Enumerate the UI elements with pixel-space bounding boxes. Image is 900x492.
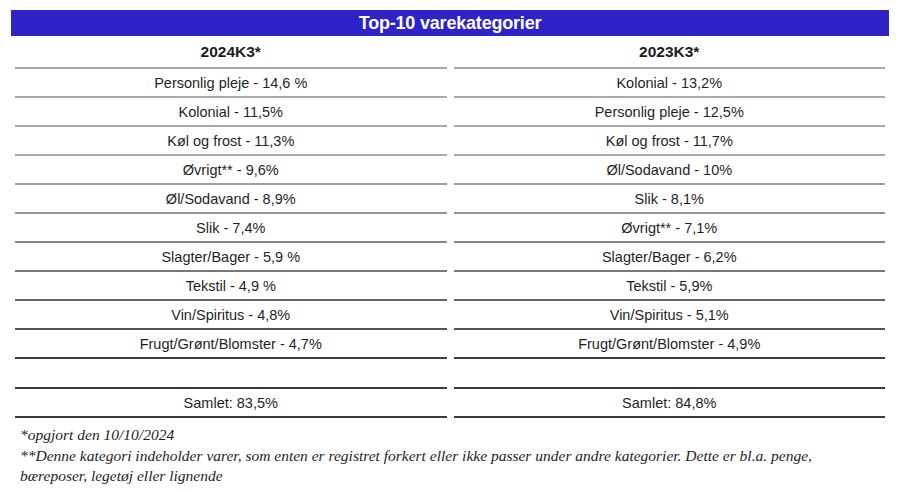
table-row: Øvrigt** - 9,6%Øl/Sodavand - 10% — [15, 156, 885, 185]
category-cell: Frugt/Grønt/Blomster - 4,9% — [454, 330, 886, 359]
category-cell: Personlig pleje - 14,6 % — [15, 69, 447, 98]
category-cell: Øvrigt** - 9,6% — [15, 156, 447, 185]
column-header-2024k3: 2024K3* — [15, 36, 447, 69]
total-row: Samlet: 83,5%Samlet: 84,8% — [15, 389, 885, 418]
column-header-2023k3: 2023K3* — [454, 36, 886, 69]
category-cell: Slik - 7,4% — [15, 214, 447, 243]
category-cell: Øl/Sodavand - 10% — [454, 156, 886, 185]
category-cell: Personlig pleje - 12,5% — [454, 98, 886, 127]
footnote-opgjort: *opgjort den 10/10/2024 — [20, 425, 880, 446]
table-title-bar: Top-10 varekategorier — [11, 10, 889, 36]
table-body: Personlig pleje - 14,6 %Kolonial - 13,2%… — [15, 69, 885, 418]
table-row: Frugt/Grønt/Blomster - 4,7%Frugt/Grønt/B… — [15, 330, 885, 359]
category-cell: Tekstil - 4,9 % — [15, 272, 447, 301]
category-cell: Kolonial - 13,2% — [454, 69, 886, 98]
table-row: Kolonial - 11,5%Personlig pleje - 12,5% — [15, 98, 885, 127]
category-cell: Tekstil - 5,9% — [454, 272, 886, 301]
top10-table-figure: Top-10 varekategorier 2024K3* 2023K3* Pe… — [0, 0, 900, 492]
table-row: Slagter/Bager - 5,9 %Slagter/Bager - 6,2… — [15, 243, 885, 272]
footnote-kategori: **Denne kategori indeholder varer, som e… — [20, 446, 880, 487]
category-cell: Kolonial - 11,5% — [15, 98, 447, 127]
category-cell: Øvrigt** - 7,1% — [454, 214, 886, 243]
category-cell: Øl/Sodavand - 8,9% — [15, 185, 447, 214]
table-row: Personlig pleje - 14,6 %Kolonial - 13,2% — [15, 69, 885, 98]
category-cell: Slik - 8,1% — [454, 185, 886, 214]
table-row: Øl/Sodavand - 8,9%Slik - 8,1% — [15, 185, 885, 214]
spacer-cell — [15, 359, 447, 389]
category-cell: Slagter/Bager - 5,9 % — [15, 243, 447, 272]
category-cell: Frugt/Grønt/Blomster - 4,7% — [15, 330, 447, 359]
category-cell: Køl og frost - 11,7% — [454, 127, 886, 156]
total-cell: Samlet: 84,8% — [454, 389, 886, 418]
table-row: Køl og frost - 11,3%Køl og frost - 11,7% — [15, 127, 885, 156]
table-row: Slik - 7,4%Øvrigt** - 7,1% — [15, 214, 885, 243]
category-cell: Vin/Spiritus - 4,8% — [15, 301, 447, 330]
table-header: 2024K3* 2023K3* — [15, 36, 885, 69]
header-row: 2024K3* 2023K3* — [15, 36, 885, 69]
category-cell: Vin/Spiritus - 5,1% — [454, 301, 886, 330]
category-cell: Køl og frost - 11,3% — [15, 127, 447, 156]
table-row: Vin/Spiritus - 4,8%Vin/Spiritus - 5,1% — [15, 301, 885, 330]
category-cell: Slagter/Bager - 6,2% — [454, 243, 886, 272]
total-cell: Samlet: 83,5% — [15, 389, 447, 418]
spacer-cell — [454, 359, 886, 389]
spacer-row — [15, 359, 885, 389]
footnotes: *opgjort den 10/10/2024 **Denne kategori… — [20, 425, 880, 487]
table-title: Top-10 varekategorier — [359, 13, 542, 34]
table-row: Tekstil - 4,9 %Tekstil - 5,9% — [15, 272, 885, 301]
top10-table: 2024K3* 2023K3* Personlig pleje - 14,6 %… — [8, 36, 892, 418]
